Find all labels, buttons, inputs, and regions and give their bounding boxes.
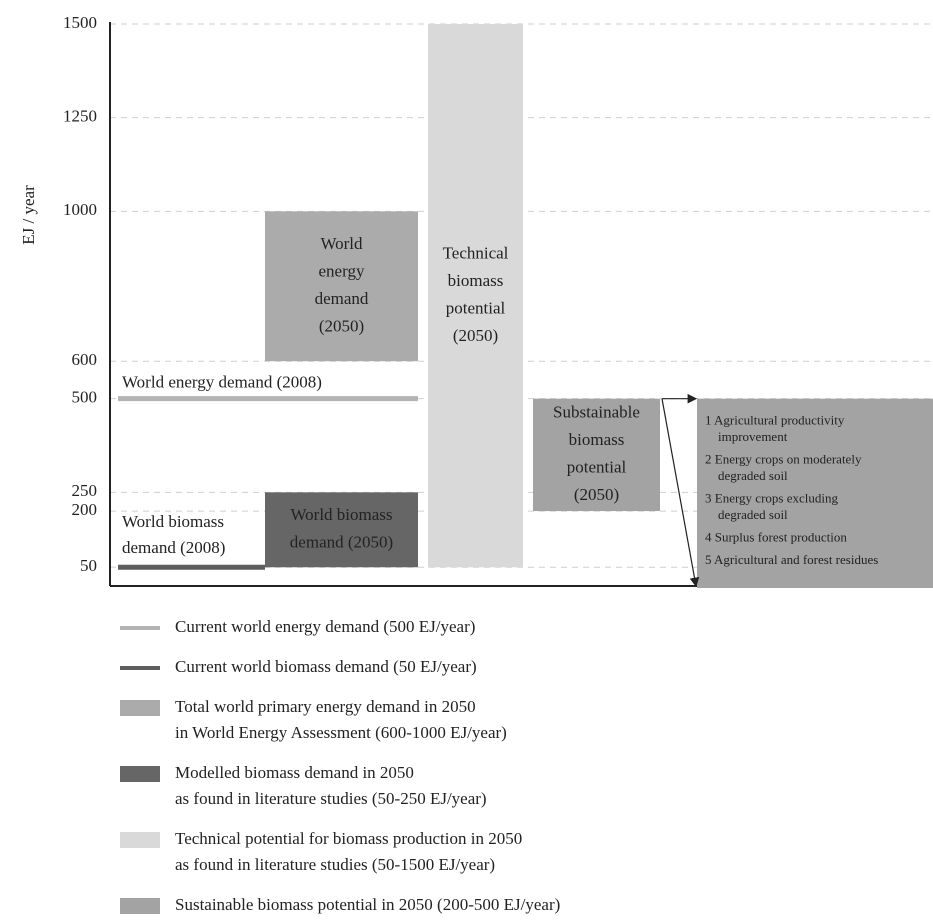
note-text: 5 Agricultural and forest residues	[705, 552, 878, 567]
arrow	[661, 398, 700, 588]
range-bar	[428, 24, 523, 568]
note-text: 2 Energy crops on moderately	[705, 452, 862, 467]
y-axis-label: EJ / year	[19, 185, 38, 245]
note-text: 3 Energy crops excluding	[705, 491, 838, 506]
legend-label: in World Energy Assessment (600-1000 EJ/…	[175, 723, 507, 742]
legend-label: Total world primary energy demand in 205…	[175, 697, 476, 716]
legend-swatch	[120, 666, 160, 670]
y-tick-label: 250	[72, 481, 98, 500]
note-text: 1 Agricultural productivity	[705, 413, 845, 428]
y-tick-label: 500	[72, 388, 98, 407]
y-tick-label: 50	[80, 556, 97, 575]
bar-label: (2050)	[319, 316, 364, 335]
legend-label: as found in literature studies (50-250 E…	[175, 789, 487, 808]
note-text: degraded soil	[718, 468, 788, 483]
legend-label: Modelled biomass demand in 2050	[175, 763, 414, 782]
legend-swatch	[120, 898, 160, 914]
bar-label: biomass	[569, 430, 625, 449]
legend-label: as found in literature studies (50-1500 …	[175, 855, 495, 874]
y-tick-label: 1500	[63, 13, 97, 32]
range-bar	[533, 398, 660, 512]
line-label: World energy demand (2008)	[122, 373, 322, 392]
bar-label: World	[320, 234, 363, 253]
bar-label: Technical	[443, 243, 509, 262]
legend-swatch	[120, 626, 160, 630]
y-tick-label: 1250	[63, 107, 97, 126]
bar-label: World biomass	[290, 505, 392, 524]
legend-label: Current world energy demand (500 EJ/year…	[175, 617, 475, 636]
note-text: improvement	[718, 429, 788, 444]
y-tick-label: 200	[72, 500, 98, 519]
bar-label: demand	[315, 289, 369, 308]
note-text: 4 Surplus forest production	[705, 530, 847, 545]
legend-label: Technical potential for biomass producti…	[175, 829, 522, 848]
legend-swatch	[120, 766, 160, 782]
bar-label: demand (2050)	[290, 532, 393, 551]
legend-swatch	[120, 700, 160, 716]
line-label: demand (2008)	[122, 538, 225, 557]
y-tick-label: 600	[72, 350, 98, 369]
bar-label: biomass	[448, 271, 504, 290]
note-text: degraded soil	[718, 507, 788, 522]
bar-label: (2050)	[574, 485, 619, 504]
line-label: World biomass	[122, 512, 224, 531]
notes-box	[697, 398, 933, 588]
legend-label: Sustainable biomass potential in 2050 (2…	[175, 895, 560, 914]
bar-label: potential	[446, 298, 506, 317]
bar-label: potential	[567, 458, 627, 477]
bar-label: (2050)	[453, 326, 498, 345]
bar-label: energy	[319, 261, 365, 280]
range-bar	[265, 492, 418, 568]
y-tick-label: 1000	[63, 200, 97, 219]
legend-swatch	[120, 832, 160, 848]
legend-label: Current world biomass demand (50 EJ/year…	[175, 657, 477, 676]
bar-label: Substainable	[553, 403, 640, 422]
range-bar	[265, 211, 418, 362]
